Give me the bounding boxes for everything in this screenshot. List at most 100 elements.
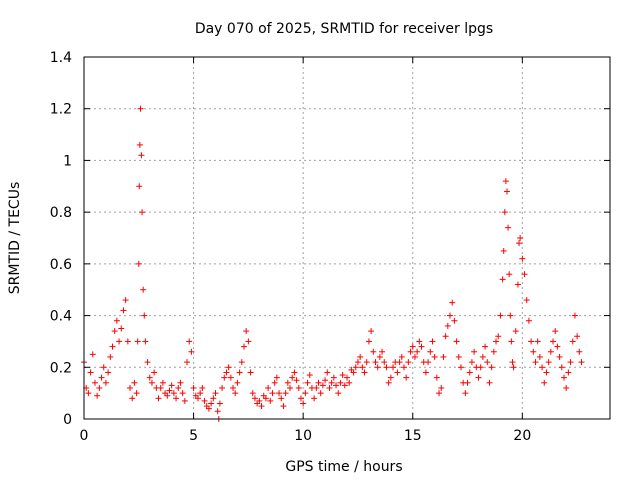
data-point (436, 390, 443, 397)
data-point (170, 390, 177, 397)
data-point (175, 384, 182, 391)
data-point (87, 369, 94, 376)
data-point (315, 379, 322, 386)
data-point (225, 364, 232, 371)
data-point (249, 390, 256, 397)
chart-title: Day 070 of 2025, SRMTID for receiver lpg… (195, 21, 493, 37)
data-point (232, 390, 239, 397)
data-point (444, 322, 451, 329)
data-point (440, 353, 447, 360)
data-point (287, 384, 294, 391)
x-tick-label: 0 (80, 428, 89, 444)
data-point (438, 384, 445, 391)
data-point (525, 317, 532, 324)
data-point (357, 353, 364, 360)
data-point (447, 312, 454, 319)
data-point (98, 374, 105, 381)
data-point (144, 359, 151, 366)
y-tick-label: 0 (63, 412, 72, 428)
data-point (91, 379, 98, 386)
data-point (212, 390, 219, 397)
data-point (328, 379, 335, 386)
data-point (322, 377, 329, 384)
data-point (122, 297, 129, 304)
data-point (517, 235, 524, 241)
data-point (506, 271, 513, 278)
data-point (543, 369, 550, 376)
y-tick-label: 0.2 (50, 360, 72, 376)
data-point (251, 395, 258, 402)
data-point (495, 333, 502, 340)
data-point (576, 348, 583, 355)
data-point (361, 369, 368, 376)
data-point (219, 384, 226, 391)
data-point (276, 390, 283, 397)
data-point (519, 255, 526, 262)
data-point (105, 369, 112, 376)
data-point (569, 338, 576, 345)
data-point (155, 395, 162, 402)
data-point (146, 374, 153, 381)
data-point (208, 400, 215, 407)
data-point (157, 384, 164, 391)
x-tick-label: 10 (294, 428, 312, 444)
x-tick-label: 20 (513, 428, 531, 444)
data-point (120, 307, 127, 314)
data-point (197, 390, 204, 397)
data-point (414, 348, 421, 355)
data-point (199, 384, 206, 391)
data-point (269, 390, 276, 397)
data-point (563, 384, 570, 391)
data-point (333, 382, 340, 389)
data-point (262, 395, 269, 402)
data-point (291, 369, 298, 376)
data-point (201, 397, 208, 404)
y-tick-label: 0.4 (50, 309, 72, 325)
data-point (131, 379, 138, 386)
data-point (127, 384, 134, 391)
data-point (109, 343, 116, 350)
data-point (293, 377, 300, 384)
data-point (341, 382, 348, 389)
data-point (455, 353, 462, 360)
data-point (381, 359, 388, 366)
data-point (148, 379, 155, 386)
data-point (507, 312, 514, 319)
x-tick-label: 5 (189, 428, 198, 444)
data-point (116, 338, 123, 345)
data-point (370, 348, 377, 355)
data-point (141, 312, 148, 319)
axis-ticks (83, 56, 610, 420)
data-point (560, 374, 567, 381)
data-point (405, 359, 412, 366)
y-tick-label: 0.8 (50, 205, 72, 221)
data-point (479, 353, 486, 360)
data-point (214, 408, 221, 415)
data-point (85, 390, 92, 397)
data-point (164, 392, 171, 399)
data-point (118, 325, 125, 332)
data-point (418, 343, 425, 350)
data-point (539, 364, 546, 371)
data-point (190, 384, 197, 391)
data-point (427, 348, 434, 355)
data-point (545, 359, 552, 366)
y-tick-label: 1.2 (50, 102, 72, 118)
data-point (429, 338, 436, 345)
data-point (464, 379, 471, 386)
data-point (547, 348, 554, 355)
data-point (354, 359, 361, 366)
data-point (216, 400, 223, 407)
data-point (451, 317, 458, 324)
data-point (89, 351, 96, 358)
data-point (168, 382, 175, 389)
data-point (136, 183, 143, 190)
data-point (411, 353, 418, 360)
data-point (234, 379, 241, 386)
data-point (499, 276, 506, 283)
data-point (398, 353, 405, 360)
data-point (482, 343, 489, 350)
data-point (497, 312, 504, 319)
data-point (173, 395, 180, 402)
